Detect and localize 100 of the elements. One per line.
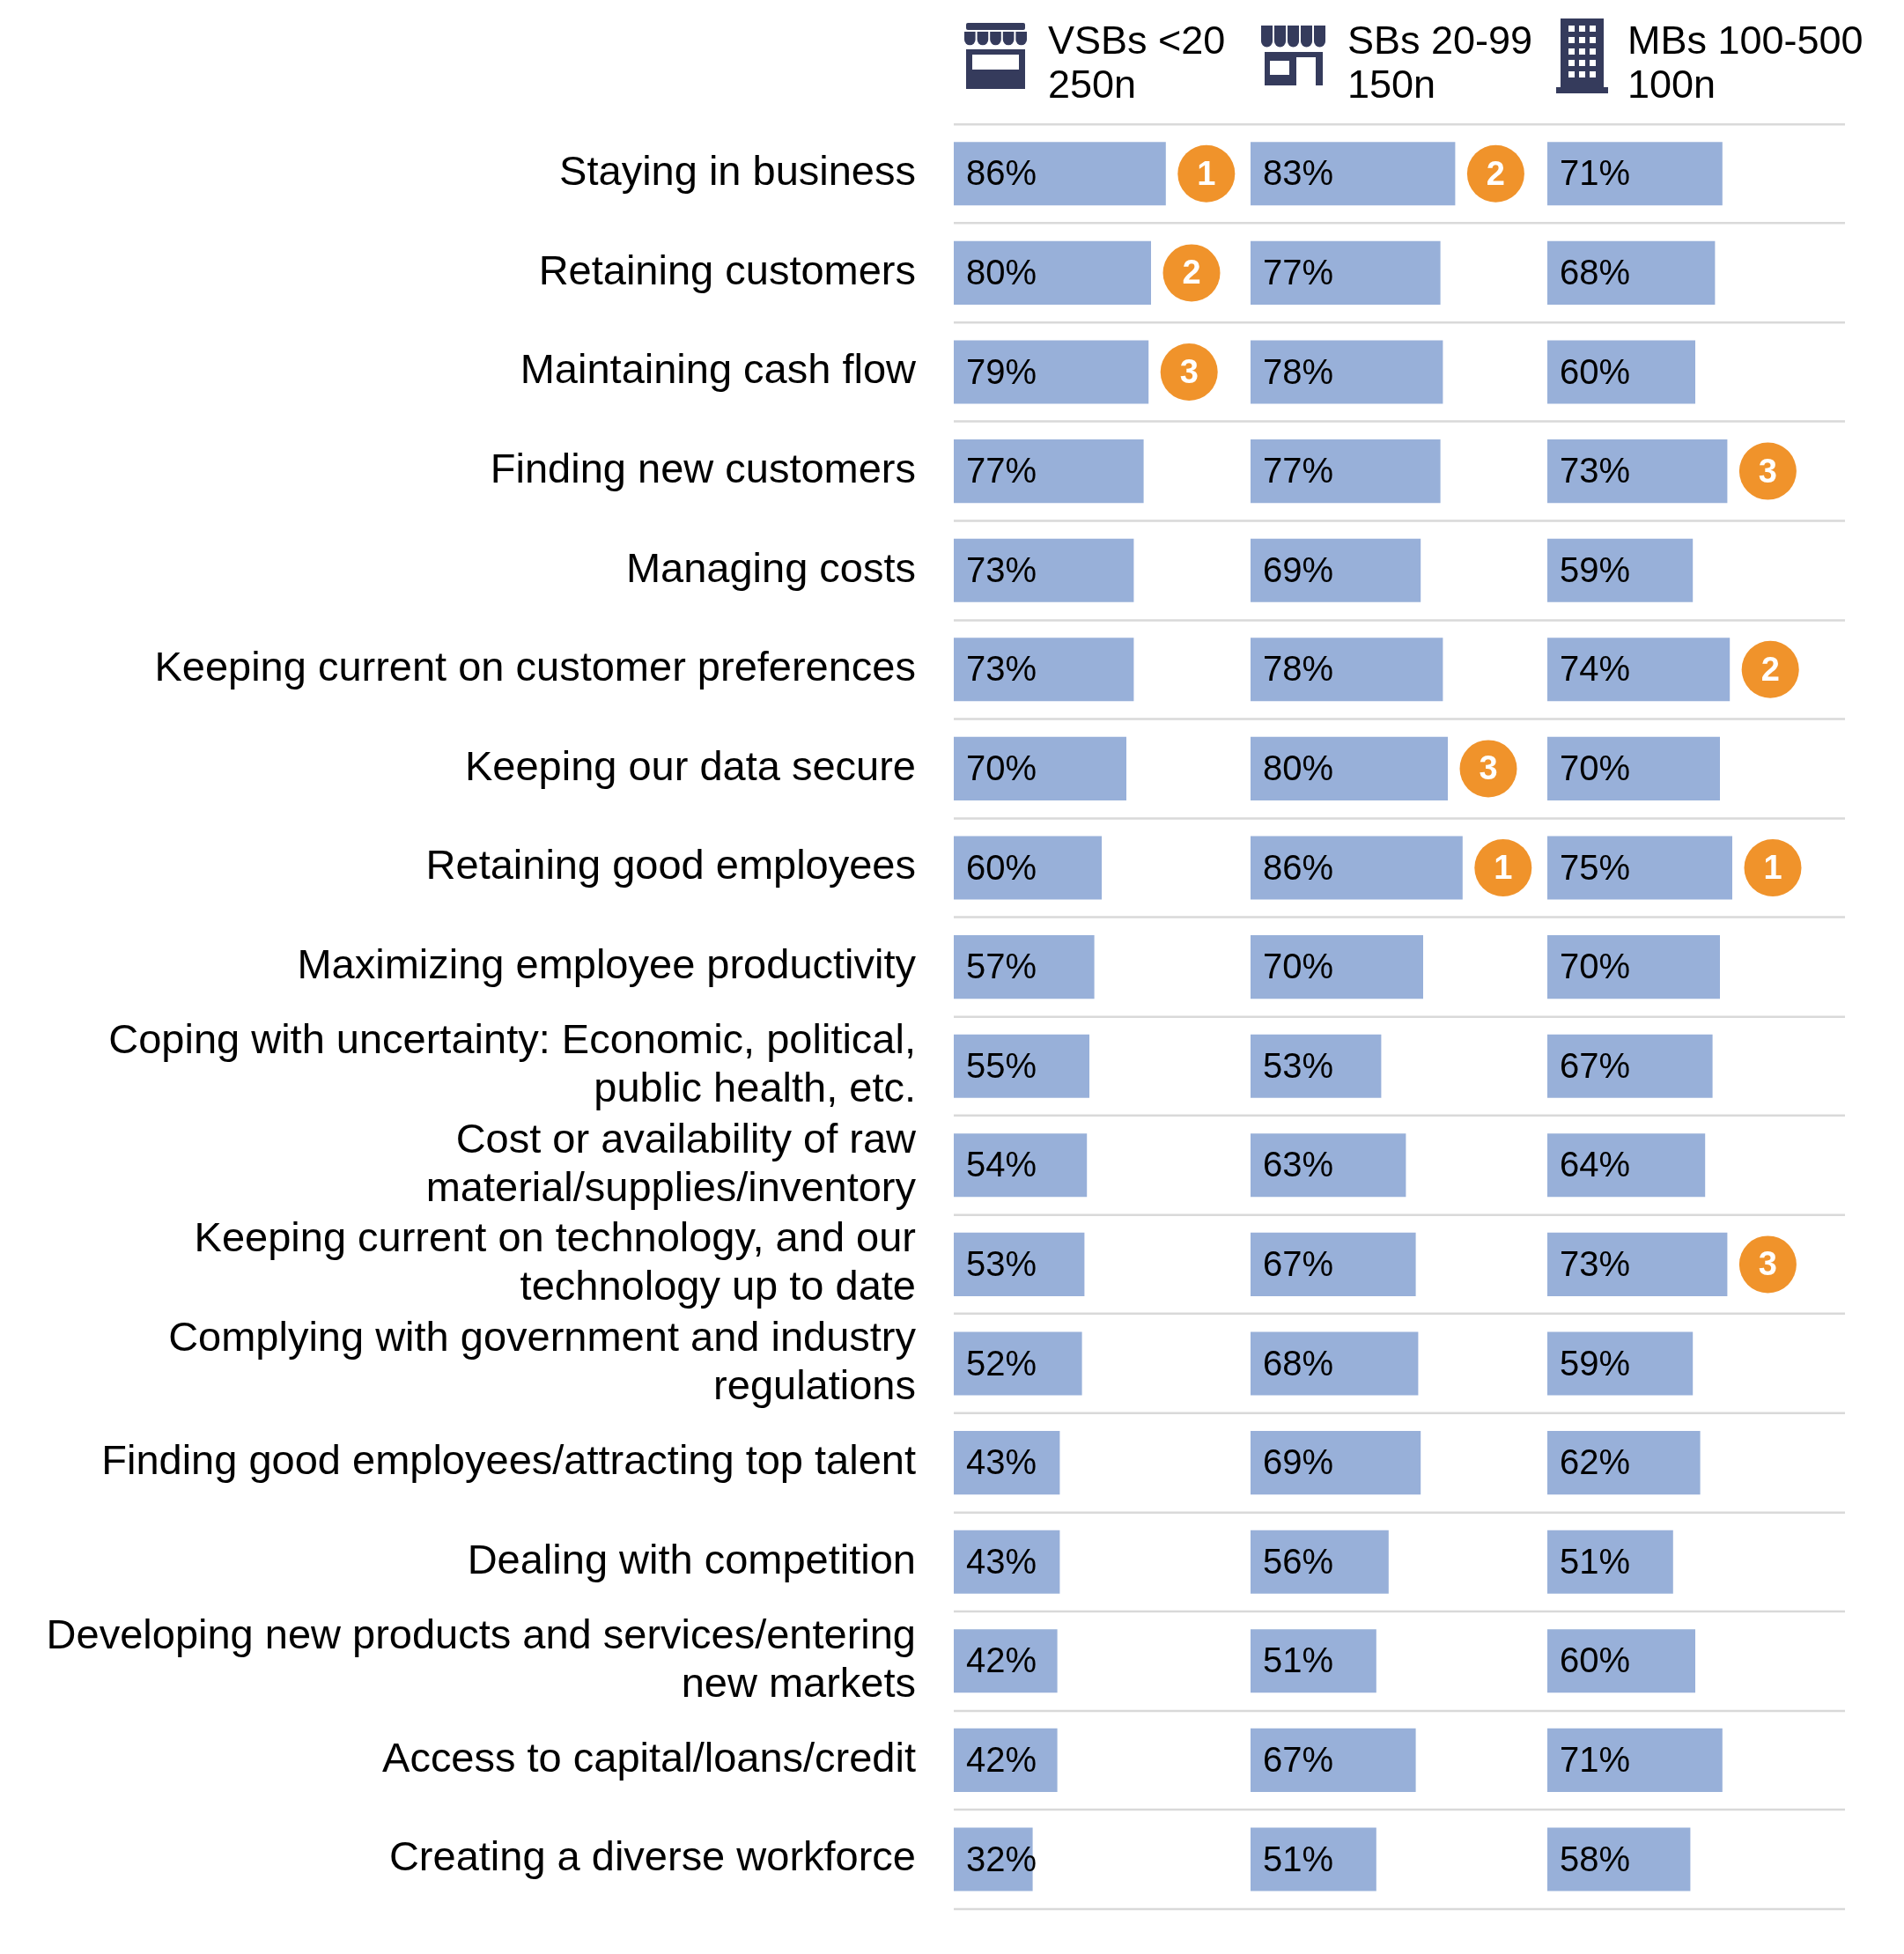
data-label: 70% [966,748,1037,787]
data-label: 77% [1263,252,1334,291]
data-label: 67% [1263,1739,1334,1779]
bar [954,1133,1088,1198]
bar [954,340,1149,404]
data-label: 75% [1560,847,1631,887]
data-label: 67% [1560,1045,1631,1085]
bar [1547,240,1716,305]
y-tick-label: Cost or availability of raw material/supplies/inventory [425,1114,918,1210]
data-label: 59% [1560,549,1631,589]
data-label: 32% [966,1839,1037,1878]
bar [954,142,1166,206]
annotation: 2 [1760,650,1780,688]
bar [954,935,1095,999]
y-tick-label: Creating a diverse workforce [388,1832,916,1880]
data-label: 69% [1263,1442,1334,1482]
bar [1251,439,1441,504]
data-label: 43% [966,1541,1037,1581]
data-label: 63% [1263,1145,1334,1184]
data-label: 60% [966,847,1037,887]
bar [1251,736,1448,800]
data-label: 56% [1263,1541,1334,1581]
data-label: 86% [1263,847,1334,887]
y-tick-label: Keeping current on technology, and our technology up to date [194,1213,916,1309]
data-label: 67% [1263,1243,1334,1283]
y-tick-label: Dealing with competition [467,1535,916,1582]
data-label: 73% [966,649,1037,689]
bar [954,439,1144,504]
data-label: 52% [966,1343,1037,1383]
annotation: 1 [1763,848,1782,886]
bar [954,638,1134,702]
data-label: 71% [1560,153,1631,193]
bar [954,836,1102,900]
bar [1547,836,1732,900]
data-label: 70% [1560,748,1631,787]
data-label: 77% [966,451,1037,490]
data-label: 42% [966,1641,1037,1680]
bar [1547,1331,1694,1396]
bar [954,736,1126,800]
bar [1251,935,1423,999]
bar [1251,142,1456,206]
bar [1547,538,1694,602]
bar [1251,1431,1421,1495]
bar [1251,1530,1389,1594]
data-label: 79% [966,351,1037,391]
y-tick-label: Coping with uncertainty: Economic, political, public health, etc. [108,1015,916,1111]
data-label: 80% [966,252,1037,291]
data-label: 62% [1560,1442,1631,1482]
bar [1251,1331,1419,1396]
data-label: 51% [1263,1839,1334,1878]
data-label: 77% [1263,451,1334,490]
data-label: 42% [966,1739,1037,1779]
chart-subtitle: 100n [1627,62,1717,107]
bar [1547,1530,1673,1594]
bar [1251,836,1463,900]
bar [1547,1629,1695,1693]
data-label: 57% [966,947,1037,986]
chart-title: MBs 100-500 [1627,18,1863,63]
bar [1251,1629,1376,1693]
annotation: 3 [1758,452,1777,490]
y-tick-label: Maintaining cash flow [520,345,918,393]
data-label: 68% [1560,252,1631,291]
data-label: 64% [1560,1145,1631,1184]
y-tick-label: Maximizing employee productivity [297,940,917,988]
annotation: 3 [1479,749,1498,787]
bar [1547,736,1720,800]
annotation: 1 [1197,154,1216,192]
y-tick-label: Retaining good employees [425,841,916,889]
annotation: 3 [1758,1245,1777,1283]
y-tick-label: Retaining customers [538,246,916,293]
data-label: 54% [966,1145,1037,1184]
data-label: 73% [966,549,1037,589]
data-label: 51% [1263,1641,1334,1680]
annotation: 2 [1182,254,1201,291]
bar [1251,1034,1382,1098]
bar [1547,1133,1706,1198]
bar [954,1232,1085,1296]
data-label: 58% [1560,1839,1631,1878]
bar [1547,340,1695,404]
bar [1251,240,1441,305]
data-label: 59% [1560,1343,1631,1383]
data-label: 43% [966,1442,1037,1482]
bar [1251,538,1421,602]
chart-subtitle: 150n [1347,62,1437,107]
data-label: 55% [966,1045,1037,1085]
data-label: 60% [1560,1641,1631,1680]
data-label: 73% [1560,1243,1631,1283]
bar [1547,439,1728,504]
y-tick-label: Finding good employees/attracting top talent [101,1436,916,1484]
bar [1251,1728,1416,1792]
chart-title: SBs 20-99 [1347,18,1533,63]
y-tick-label: Keeping our data secure [464,741,916,789]
bar [1251,1232,1416,1296]
bar [1251,638,1443,702]
chart-title: VSBs <20 [1048,18,1226,63]
annotation: 2 [1486,154,1505,192]
data-label: 80% [1263,748,1334,787]
data-label: 71% [1560,1739,1631,1779]
bar [1547,638,1731,702]
data-label: 51% [1560,1541,1631,1581]
